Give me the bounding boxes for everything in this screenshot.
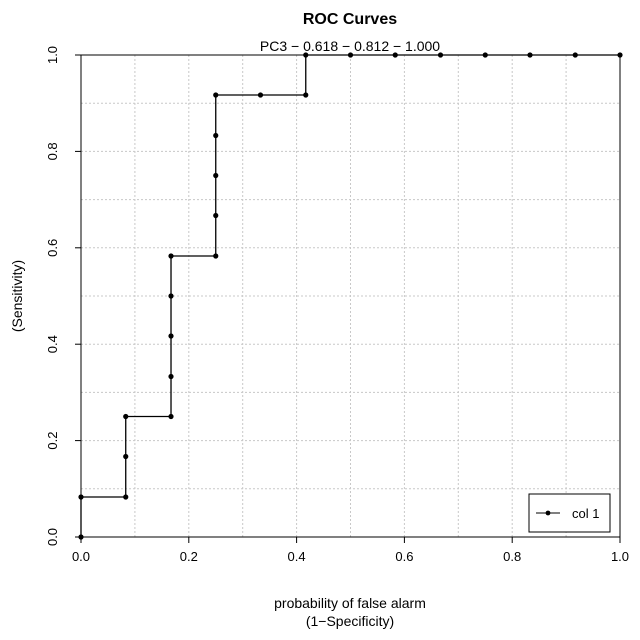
roc-point bbox=[213, 253, 218, 258]
roc-point bbox=[303, 92, 308, 97]
y-tick-label: 0.2 bbox=[45, 432, 60, 450]
roc-point bbox=[617, 52, 622, 57]
roc-point bbox=[213, 133, 218, 138]
x-tick-label: 0.2 bbox=[180, 549, 198, 564]
x-axis-label: probability of false alarm bbox=[274, 595, 426, 611]
roc-point bbox=[123, 454, 128, 459]
legend-label: col 1 bbox=[572, 506, 599, 521]
roc-point bbox=[123, 494, 128, 499]
roc-point bbox=[78, 534, 83, 539]
roc-point bbox=[168, 333, 173, 338]
roc-point bbox=[213, 173, 218, 178]
y-tick-label: 1.0 bbox=[45, 46, 60, 64]
roc-point bbox=[483, 52, 488, 57]
y-axis-label: (Sensitivity) bbox=[9, 260, 25, 332]
chart-title: ROC Curves bbox=[303, 11, 397, 28]
x-tick-label: 0.4 bbox=[288, 549, 306, 564]
y-tick-label: 0.4 bbox=[45, 335, 60, 353]
roc-point bbox=[213, 213, 218, 218]
legend: col 1 bbox=[529, 494, 610, 532]
y-tick-label: 0.8 bbox=[45, 142, 60, 160]
y-tick-label: 0.0 bbox=[45, 528, 60, 546]
roc-point bbox=[527, 52, 532, 57]
roc-point bbox=[258, 92, 263, 97]
roc-point bbox=[168, 374, 173, 379]
roc-point bbox=[123, 414, 128, 419]
x-axis-label-sub: (1−Specificity) bbox=[306, 613, 394, 629]
roc-point bbox=[168, 253, 173, 258]
roc-point bbox=[438, 52, 443, 57]
roc-point bbox=[168, 414, 173, 419]
x-tick-label: 0.6 bbox=[395, 549, 413, 564]
roc-point bbox=[348, 52, 353, 57]
x-axis: 0.0 0.2 0.4 0.6 0.8 1.0 bbox=[72, 537, 629, 564]
roc-point bbox=[168, 293, 173, 298]
x-tick-label: 1.0 bbox=[611, 549, 629, 564]
legend-marker bbox=[546, 511, 551, 516]
roc-point bbox=[303, 52, 308, 57]
roc-point bbox=[393, 52, 398, 57]
y-axis: 0.0 0.2 0.4 0.6 0.8 1.0 bbox=[45, 46, 81, 546]
x-tick-label: 0.8 bbox=[503, 549, 521, 564]
chart-subtitle: PC3 − 0.618 − 0.812 − 1.000 bbox=[260, 38, 440, 54]
roc-point bbox=[573, 52, 578, 57]
roc-chart: ROC Curves PC3 − 0.618 − 0.812 − 1.000 0… bbox=[0, 0, 640, 640]
roc-point bbox=[78, 494, 83, 499]
roc-point bbox=[213, 92, 218, 97]
x-tick-label: 0.0 bbox=[72, 549, 90, 564]
y-tick-label: 0.6 bbox=[45, 239, 60, 257]
grid bbox=[81, 55, 620, 537]
